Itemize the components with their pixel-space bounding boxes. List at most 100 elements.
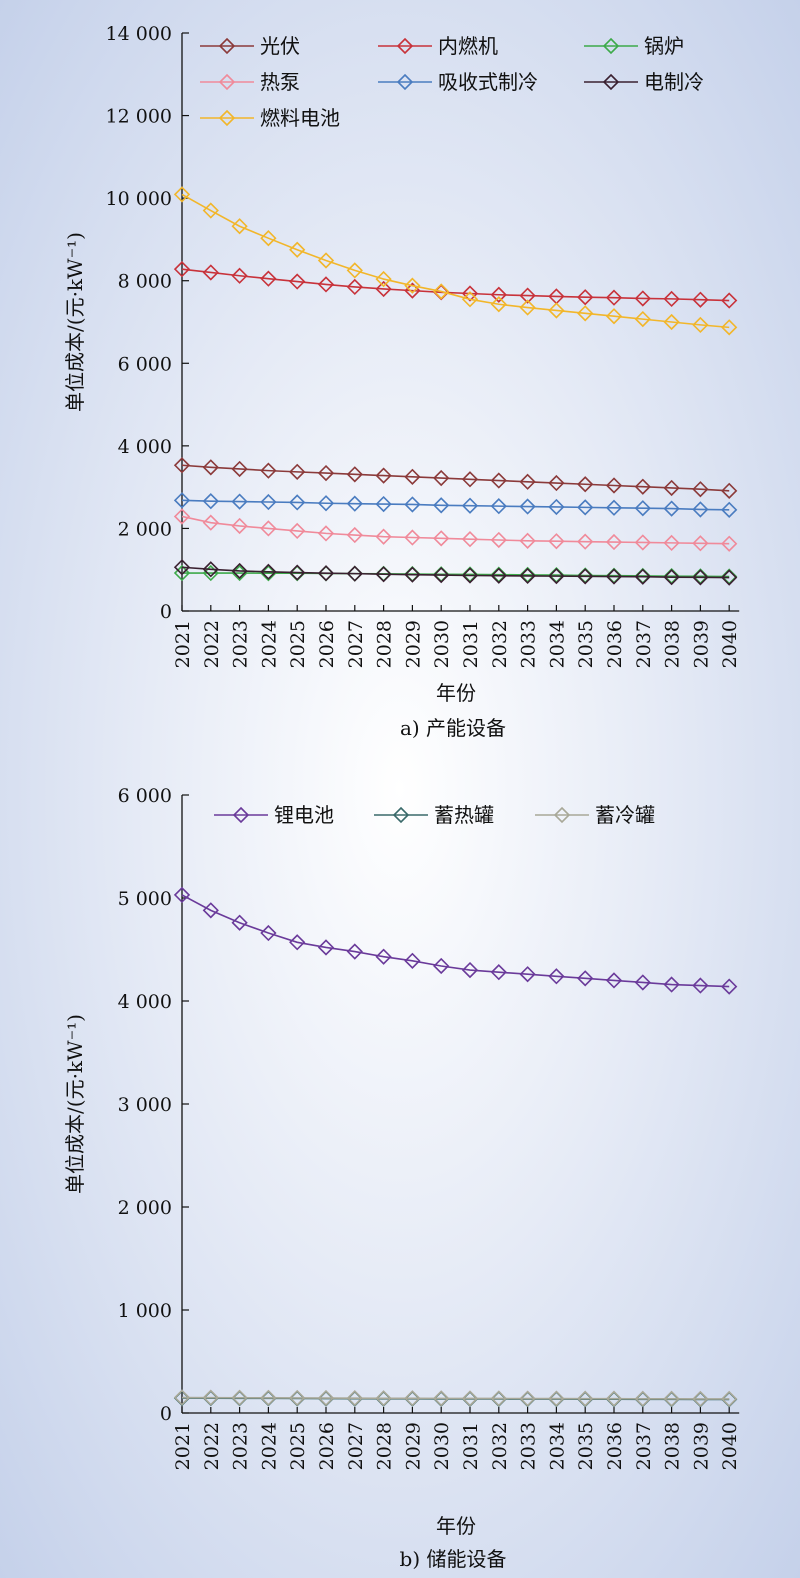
series-吸收式制冷 xyxy=(173,492,738,518)
legend-label: 吸收式制冷 xyxy=(438,70,538,94)
data-point xyxy=(519,567,536,585)
data-point xyxy=(490,498,507,515)
data-point xyxy=(173,457,191,474)
data-point xyxy=(346,565,363,582)
data-point xyxy=(548,533,565,550)
data-point xyxy=(404,566,421,583)
data-point xyxy=(173,186,191,203)
data-point xyxy=(317,565,335,582)
y-tick-label: 12 000 xyxy=(106,106,172,128)
series-热泵 xyxy=(173,508,738,552)
data-point xyxy=(461,961,479,979)
data-point xyxy=(634,1390,651,1407)
data-point xyxy=(519,966,536,983)
x-tick-label: 2036 xyxy=(604,620,626,668)
data-point xyxy=(289,1389,306,1407)
data-point xyxy=(317,939,335,956)
data-point xyxy=(433,957,450,975)
data-point xyxy=(663,1390,680,1407)
data-point xyxy=(231,914,248,931)
y-tick-label: 1 000 xyxy=(118,1300,172,1322)
legend-marker xyxy=(553,806,571,824)
data-point xyxy=(317,525,335,542)
data-point xyxy=(663,976,680,993)
data-point xyxy=(346,262,363,279)
data-point xyxy=(490,964,507,981)
series-line xyxy=(181,515,730,545)
data-point xyxy=(317,464,335,482)
y-axis-title: 单位成本/(元·kW⁻¹) xyxy=(63,1014,87,1194)
data-point xyxy=(260,230,277,247)
data-point xyxy=(317,495,335,512)
series-line xyxy=(181,464,730,492)
data-point xyxy=(231,493,248,510)
data-point xyxy=(173,559,191,576)
data-point xyxy=(577,499,594,516)
data-point xyxy=(692,535,709,552)
data-point xyxy=(375,495,392,513)
data-point xyxy=(519,299,536,316)
data-point xyxy=(548,968,565,985)
data-point xyxy=(260,493,277,511)
legend-item: 内燃机 xyxy=(378,34,498,58)
x-tick-label: 2028 xyxy=(374,1422,396,1470)
data-point xyxy=(577,533,594,550)
legend-label: 热泵 xyxy=(260,70,300,94)
x-tick-label: 2027 xyxy=(345,1422,367,1470)
data-point xyxy=(433,566,450,584)
data-point xyxy=(490,567,507,584)
x-tick-label: 2025 xyxy=(287,620,309,668)
x-tick-label: 2024 xyxy=(258,620,280,668)
y-tick-label: 0 xyxy=(160,601,172,623)
x-tick-label: 2023 xyxy=(230,620,252,668)
data-point xyxy=(433,283,450,300)
data-point xyxy=(548,1390,565,1407)
data-point xyxy=(433,1390,450,1407)
data-point xyxy=(289,564,306,581)
data-point xyxy=(490,472,507,489)
legend-label: 锅炉 xyxy=(644,34,684,58)
data-point xyxy=(375,566,392,583)
data-point xyxy=(461,567,479,584)
data-point xyxy=(577,568,594,585)
y-tick-label: 10 000 xyxy=(106,188,172,210)
data-point xyxy=(202,202,219,219)
data-point xyxy=(289,273,306,290)
data-point xyxy=(202,561,219,578)
data-point xyxy=(721,319,738,336)
data-point xyxy=(721,292,738,309)
data-point xyxy=(375,948,392,965)
data-point xyxy=(634,478,651,495)
data-point xyxy=(433,497,450,514)
legend-label: 燃料电池 xyxy=(260,106,340,130)
data-point xyxy=(202,514,219,531)
x-tick-label: 2023 xyxy=(230,1422,252,1470)
data-point xyxy=(605,308,623,325)
data-point xyxy=(663,290,680,308)
x-tick-label: 2037 xyxy=(633,1422,655,1470)
x-tick-label: 2022 xyxy=(201,620,223,668)
data-point xyxy=(260,563,277,580)
data-point xyxy=(173,508,191,525)
data-point xyxy=(663,313,680,331)
data-point xyxy=(289,463,306,480)
data-point xyxy=(577,289,594,306)
data-point xyxy=(461,531,479,548)
y-axis-title: 单位成本/(元·kW⁻¹) xyxy=(63,232,87,412)
legend-marker xyxy=(232,806,250,824)
x-tick-label: 2039 xyxy=(690,620,712,668)
x-tick-label: 2038 xyxy=(662,620,684,668)
x-axis-title: 年份 xyxy=(436,681,476,705)
data-point xyxy=(663,534,680,552)
data-point xyxy=(721,569,738,586)
legend-label: 蓄热罐 xyxy=(434,803,494,827)
data-point xyxy=(634,568,651,585)
data-point xyxy=(202,493,219,510)
data-point xyxy=(404,468,421,485)
legend-marker xyxy=(602,73,620,91)
data-point xyxy=(605,533,623,551)
data-point xyxy=(548,567,565,585)
data-point xyxy=(721,978,738,995)
y-tick-label: 6 000 xyxy=(118,353,172,375)
